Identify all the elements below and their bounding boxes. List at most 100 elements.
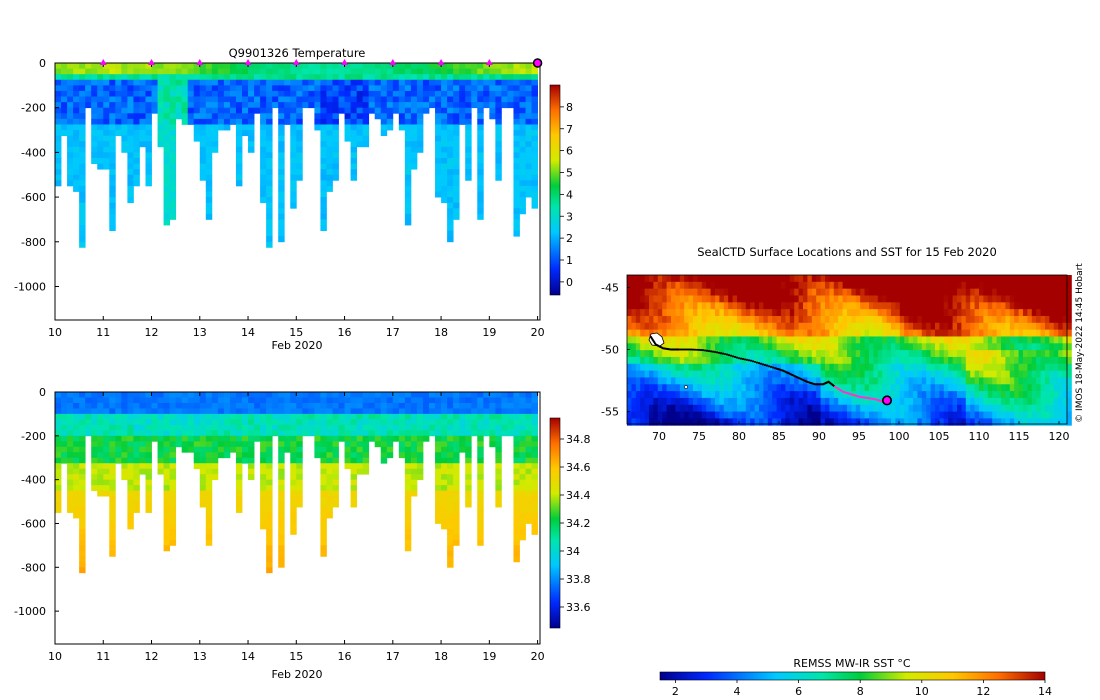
sst-cell xyxy=(798,322,804,331)
heatmap-cell xyxy=(278,501,285,508)
heatmap-cell xyxy=(163,96,171,103)
sst-cell xyxy=(957,288,962,296)
heatmap-cell xyxy=(513,468,520,475)
heatmap-cell xyxy=(55,74,62,81)
heatmap-cell xyxy=(187,79,195,86)
heatmap-cell xyxy=(79,236,86,243)
heatmap-cell xyxy=(97,413,104,420)
heatmap-cell xyxy=(429,68,436,75)
heatmap-cell xyxy=(320,141,327,148)
sst-cell xyxy=(1023,377,1028,385)
heatmap-cell xyxy=(441,402,448,409)
heatmap-cell xyxy=(139,402,146,409)
sst-cell xyxy=(675,343,681,351)
heatmap-cell xyxy=(181,446,189,453)
heatmap-cell xyxy=(175,408,183,415)
heatmap-cell xyxy=(519,197,526,204)
sst-cell xyxy=(723,370,729,378)
heatmap-cell xyxy=(260,518,267,524)
heatmap-cell xyxy=(55,507,62,513)
heatmap-cell xyxy=(290,180,297,187)
sst-cell xyxy=(930,295,936,303)
heatmap-cell xyxy=(356,79,364,86)
heatmap-cell xyxy=(320,180,327,187)
sst-cell xyxy=(974,370,980,378)
sst-cell xyxy=(627,377,632,385)
sst-cell xyxy=(957,363,962,372)
heatmap-cell xyxy=(278,435,285,442)
heatmap-cell xyxy=(398,85,406,92)
sst-cell xyxy=(649,418,654,426)
sst-cell xyxy=(948,377,953,385)
heatmap-cell xyxy=(519,141,526,148)
heatmap-cell xyxy=(296,163,303,170)
sst-cell xyxy=(679,418,685,426)
heatmap-cell xyxy=(254,408,261,415)
sst-cell xyxy=(710,336,716,344)
y-tick-label: -400 xyxy=(21,146,46,159)
sst-cell xyxy=(1018,370,1024,378)
heatmap-cell xyxy=(151,408,158,415)
sst-cell xyxy=(662,391,667,399)
heatmap-cell xyxy=(163,141,171,148)
heatmap-cell xyxy=(356,124,364,131)
heatmap-cell xyxy=(477,402,484,409)
heatmap-cell xyxy=(61,457,68,464)
heatmap-cell xyxy=(109,534,116,541)
heatmap-cell xyxy=(356,402,364,409)
heatmap-cell xyxy=(97,102,104,109)
sst-cell xyxy=(952,288,958,296)
heatmap-cell xyxy=(97,424,104,431)
sst-cell xyxy=(913,288,918,296)
heatmap-cell xyxy=(67,424,74,431)
sst-cell xyxy=(750,315,755,324)
sst-cell xyxy=(635,356,641,365)
sst-cell xyxy=(697,363,703,372)
sst-cell xyxy=(904,363,909,372)
sst-cell xyxy=(825,356,830,365)
sst-cell xyxy=(781,295,786,303)
sst-cell xyxy=(1014,397,1019,406)
sst-cell xyxy=(825,329,830,337)
heatmap-cell xyxy=(266,452,273,459)
heatmap-cell xyxy=(145,474,152,481)
sst-cell xyxy=(657,391,663,399)
heatmap-cell xyxy=(453,419,460,426)
sst-cell xyxy=(807,418,813,426)
sst-cell xyxy=(833,411,839,419)
heatmap-cell xyxy=(398,63,406,69)
heatmap-cell xyxy=(477,419,484,426)
heatmap-cell xyxy=(410,163,418,170)
sst-cell xyxy=(715,336,720,344)
heatmap-cell xyxy=(109,124,116,131)
heatmap-cell xyxy=(290,496,297,502)
sst-cell xyxy=(1023,363,1028,372)
heatmap-cell xyxy=(447,474,454,481)
heatmap-cell xyxy=(465,474,472,481)
heatmap-cell xyxy=(441,419,448,426)
heatmap-cell xyxy=(223,107,231,114)
heatmap-cell xyxy=(362,118,370,125)
heatmap-cell xyxy=(79,219,86,226)
sst-cell xyxy=(798,397,804,406)
heatmap-cell xyxy=(332,490,339,497)
heatmap-cell xyxy=(67,485,74,492)
heatmap-cell xyxy=(441,79,448,86)
heatmap-cell xyxy=(248,113,255,120)
heatmap-cell xyxy=(404,157,412,164)
heatmap-cell xyxy=(272,68,279,75)
heatmap-cell xyxy=(235,141,243,148)
heatmap-cell xyxy=(229,63,237,69)
sst-cell xyxy=(631,309,637,317)
heatmap-cell xyxy=(127,474,134,481)
x-tick-label: 12 xyxy=(145,650,159,663)
heatmap-cell xyxy=(404,446,412,453)
heatmap-cell xyxy=(199,435,207,442)
heatmap-cell xyxy=(320,408,327,415)
heatmap-cell xyxy=(181,392,189,398)
sst-cell xyxy=(789,295,795,303)
heatmap-cell xyxy=(266,63,273,69)
sst-cell xyxy=(935,418,940,426)
heatmap-cell xyxy=(217,113,225,120)
sst-cell xyxy=(644,322,650,331)
